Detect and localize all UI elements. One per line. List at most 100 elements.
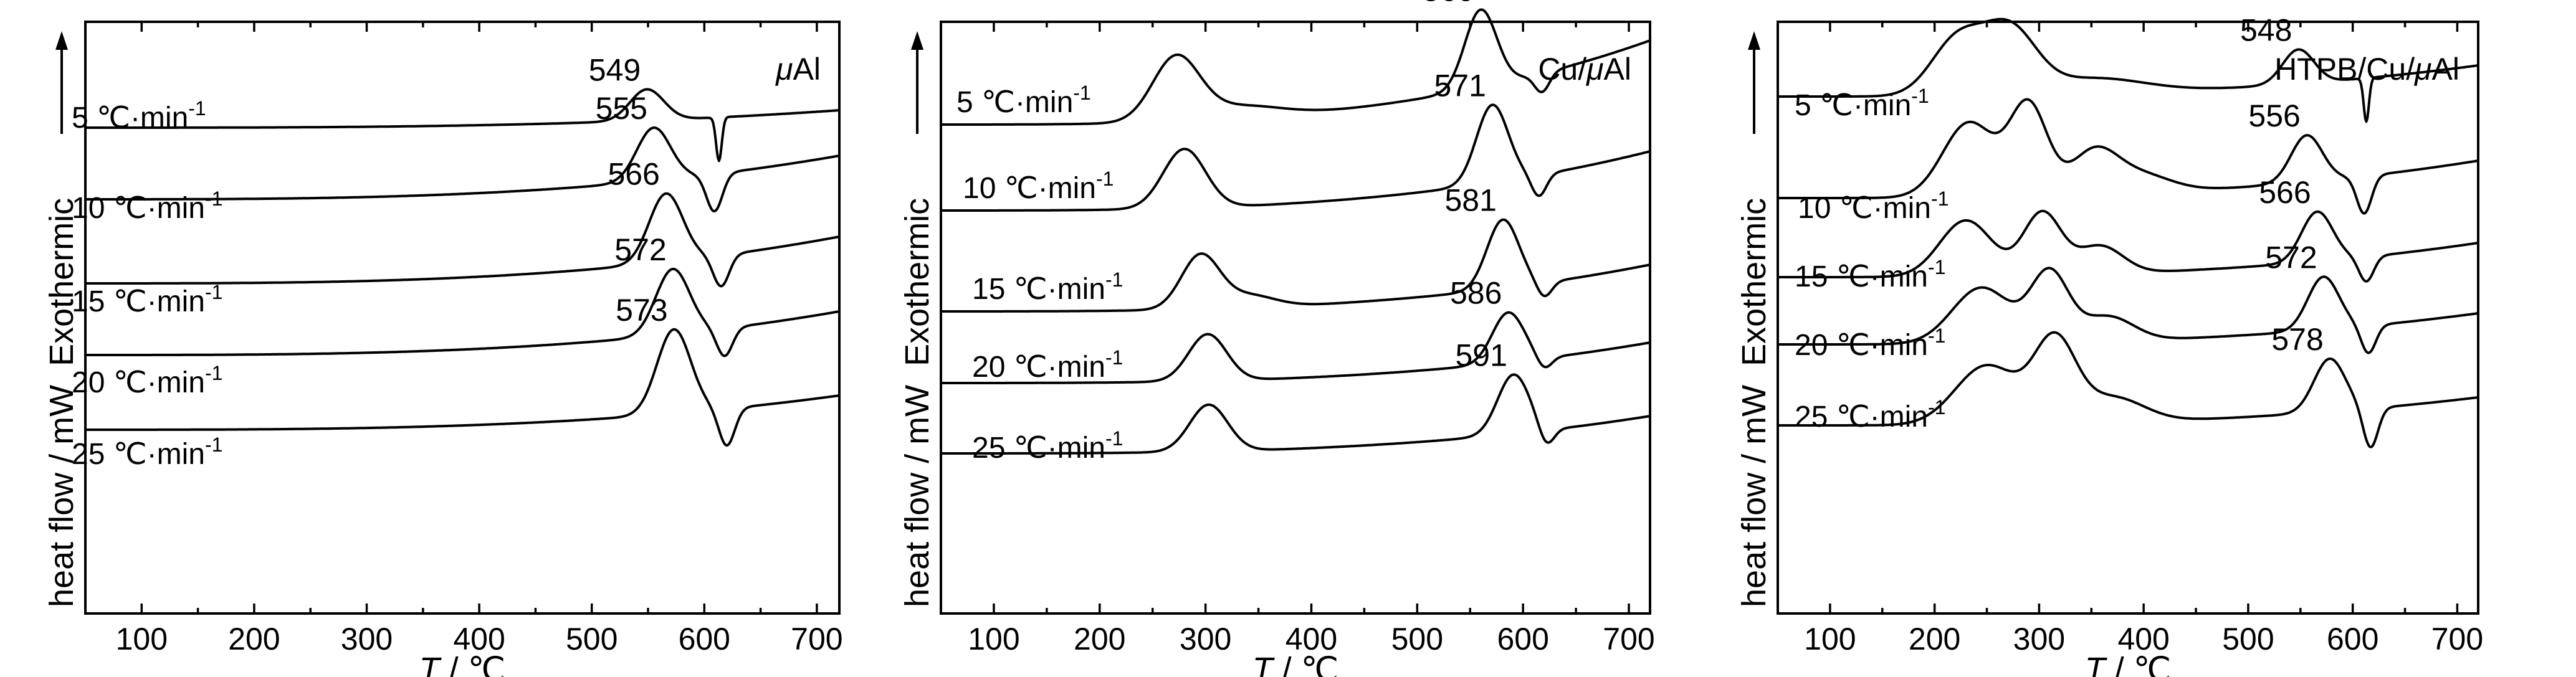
heating-rate-label: 20 ℃·min-1 [72, 362, 222, 399]
peak-label: 591 [1455, 338, 1507, 372]
x-tick-label: 700 [2431, 622, 2483, 656]
sample-label-prefix: HTPB/Cu/ [2274, 52, 2415, 87]
x-tick-label: 500 [2222, 622, 2274, 656]
heating-rate-label: 25 ℃·min-1 [1795, 396, 1945, 433]
heating-rate-text: 20 ℃·min [72, 366, 205, 399]
series-curve-1 [1777, 17, 2479, 123]
heating-rate-exponent: -1 [1911, 85, 1929, 107]
heating-rate-label: 10 ℃·min-1 [72, 187, 222, 225]
heating-rate-exponent: -1 [1928, 324, 1945, 347]
exothermic-arrow-icon [911, 31, 923, 50]
heating-rate-label: 5 ℃·min-1 [956, 82, 1091, 119]
heating-rate-exponent: -1 [1105, 268, 1123, 291]
peak-label: 560 [1423, 0, 1474, 7]
heating-rate-exponent: -1 [205, 362, 222, 384]
peak-label: 555 [596, 91, 647, 126]
x-tick-label: 400 [2117, 622, 2169, 656]
heating-rate-exponent: -1 [205, 281, 222, 303]
series-curve-2 [85, 126, 840, 213]
heating-rate-label: 20 ℃·min-1 [972, 346, 1123, 384]
heating-rate-text: 10 ℃·min [1798, 192, 1931, 225]
x-axis-symbol: T [2085, 651, 2108, 677]
x-tick-label: 700 [791, 622, 842, 656]
x-axis-title: T / ℃ [1252, 651, 1339, 677]
x-tick-label: 500 [1391, 622, 1443, 656]
x-axis-unit: / ℃ [1273, 651, 1339, 677]
heating-rate-exponent: -1 [1105, 427, 1123, 450]
y-axis-quantity: heat flow / mW [899, 385, 936, 607]
peak-label: 573 [616, 293, 667, 328]
plot-frame [940, 21, 1651, 615]
y-axis-quantity: heat flow / mW [1735, 385, 1773, 607]
series-curve-5 [940, 373, 1651, 455]
peak-label: 572 [2265, 240, 2317, 275]
heating-rate-text: 5 ℃·min [1795, 89, 1911, 122]
heating-rate-exponent: -1 [205, 433, 222, 456]
x-tick-label: 300 [1180, 622, 1231, 656]
heating-rate-label: 20 ℃·min-1 [1795, 324, 1945, 362]
heating-rate-text: 5 ℃·min [72, 102, 188, 135]
heating-rate-label: 25 ℃·min-1 [972, 427, 1123, 465]
series-curve-3 [940, 218, 1651, 313]
sample-label: HTPB/Cu/μAl [2274, 52, 2459, 87]
heating-rate-label: 25 ℃·min-1 [72, 433, 222, 471]
x-axis-unit: / ℃ [2106, 651, 2172, 677]
heating-rate-label: 15 ℃·min-1 [1795, 256, 1945, 293]
y-axis-quantity: heat flow / mW [43, 385, 80, 607]
sample-label-suffix: Al [1604, 52, 1631, 87]
x-tick-label: 300 [341, 622, 393, 656]
heating-rate-exponent: -1 [1928, 396, 1945, 419]
sample-label-mu: μ [775, 52, 793, 87]
y-axis-title: heat flow / mW Exothermic [43, 198, 80, 607]
x-axis: 100 200 300 400 500 600 700 [940, 22, 1655, 656]
series-curve-2 [940, 103, 1651, 212]
sample-label: Cu/μAl [1538, 52, 1631, 87]
heating-rate-text: 25 ℃·min [972, 432, 1105, 465]
x-axis-title: T / ℃ [419, 651, 506, 677]
peak-label: 548 [2240, 12, 2292, 47]
heating-rate-exponent: -1 [1105, 346, 1123, 369]
series-curve-4 [85, 267, 840, 357]
sample-label-mu: μ [2413, 52, 2431, 87]
peak-label: 566 [2259, 175, 2311, 210]
x-tick-label: 500 [566, 622, 618, 656]
series-curve-4 [1777, 267, 2479, 354]
chart-panel-2: 100 200 300 400 500 600 700 T / ℃ heat flow / mW… [899, 0, 1655, 677]
x-axis: 100 200 300 400 500 600 700 [1777, 22, 2483, 656]
peak-label: 566 [608, 157, 659, 192]
heating-rate-exponent: -1 [188, 97, 206, 120]
x-tick-label: 400 [1286, 622, 1337, 656]
x-axis-title: T / ℃ [2085, 651, 2172, 677]
plot-frame [1777, 21, 2479, 615]
exothermic-arrow-icon [1748, 31, 1760, 50]
peak-label: 578 [2271, 322, 2323, 357]
chart-panel-1: 100 200 300 400 500 600 700 T / ℃ heat flow / mW… [43, 21, 843, 677]
heating-rate-exponent: -1 [1096, 168, 1114, 190]
y-axis-title: heat flow / mW Exothermic [1735, 198, 1773, 607]
series-curve-4 [940, 311, 1651, 384]
series-curve-1 [940, 8, 1651, 126]
x-axis-symbol: T [1252, 651, 1276, 677]
heating-rate-label: 10 ℃·min-1 [1798, 187, 1949, 225]
x-tick-label: 700 [1603, 622, 1654, 656]
heating-rate-text: 25 ℃·min [72, 438, 205, 471]
heating-rate-text: 15 ℃·min [972, 273, 1105, 306]
peak-label: 556 [2248, 98, 2300, 133]
series-curve-2 [1777, 98, 2479, 215]
chart-panel-3: 100 200 300 400 500 600 700 T / ℃ heat flow / mW… [1735, 12, 2483, 677]
heating-rate-label: 15 ℃·min-1 [72, 281, 222, 318]
x-tick-label: 600 [2327, 622, 2378, 656]
heating-rate-text: 25 ℃·min [1795, 400, 1928, 433]
y-axis-direction: Exothermic [899, 198, 936, 366]
x-tick-label: 600 [679, 622, 730, 656]
peak-label: 549 [589, 52, 641, 87]
heating-rate-exponent: -1 [1073, 82, 1090, 104]
peak-label: 572 [614, 232, 666, 267]
x-axis: 100 200 300 400 500 600 700 [84, 22, 843, 656]
heating-rate-text: 10 ℃·min [963, 172, 1096, 205]
exothermic-arrow-icon [55, 31, 68, 50]
heating-rate-exponent: -1 [205, 187, 222, 210]
y-axis-direction: Exothermic [1735, 198, 1773, 366]
heating-rate-text: 5 ℃·min [956, 86, 1073, 119]
heating-rate-exponent: -1 [1931, 187, 1949, 210]
